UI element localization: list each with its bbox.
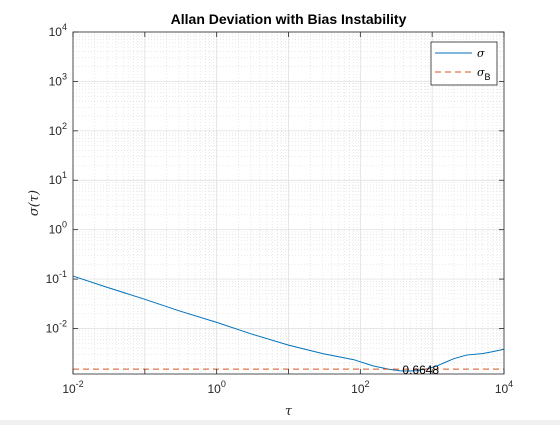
x-axis-label: τ (285, 404, 293, 419)
x-tick-label-base: 10 (351, 382, 365, 396)
legend-label-sigma-b-subscript: B (485, 72, 491, 82)
y-tick-label-base: 10 (49, 173, 63, 187)
legend-label-sigma: σ (477, 47, 485, 60)
y-tick-label-exponent: 2 (62, 121, 67, 131)
legend-label-sigma-b: σB (477, 66, 491, 82)
y-axis-label: σ(τ) (27, 190, 42, 216)
y-tick-label: 10-1 (46, 269, 67, 286)
y-tick-label-exponent: 1 (62, 170, 67, 180)
x-tick-label: 10-2 (62, 379, 83, 396)
x-tick-label-exponent: 2 (365, 379, 370, 389)
y-tick-label-exponent: 3 (62, 71, 67, 81)
x-tick-label-base: 10 (495, 382, 509, 396)
y-tick-label: 104 (49, 22, 67, 39)
y-tick-label: 101 (49, 170, 67, 187)
x-tick-label-base: 10 (62, 382, 76, 396)
y-tick-label: 10-2 (46, 318, 67, 335)
x-tick-labels: 10-2 100 102 104 (62, 379, 513, 396)
legend-label-sigma-b-main: σ (477, 66, 485, 79)
bias-instability-annotation: 0.6648 (402, 363, 439, 377)
x-tick-label-exponent: 0 (221, 379, 226, 389)
y-tick-label-base: 10 (46, 272, 60, 286)
series-line-sigma (72, 275, 505, 372)
minor-grid (73, 32, 504, 374)
y-tick-label-base: 10 (49, 25, 63, 39)
x-tick-label: 100 (207, 379, 225, 396)
y-tick-label: 102 (49, 121, 67, 138)
axes-box (72, 31, 505, 375)
y-tick-label-base: 10 (49, 74, 63, 88)
x-tick-label: 104 (495, 379, 513, 396)
y-tick-label-exponent: 0 (62, 220, 67, 230)
chart-title: Allan Deviation with Bias Instability (171, 11, 407, 27)
y-tick-label-base: 10 (46, 321, 60, 335)
x-tick-label: 102 (351, 379, 369, 396)
y-tick-label: 103 (49, 71, 67, 88)
x-tick-label-exponent: -2 (76, 379, 84, 389)
legend-box (430, 41, 498, 86)
y-tick-label-base: 10 (49, 124, 63, 138)
y-tick-label: 100 (49, 220, 67, 237)
x-tick-label-exponent: 4 (508, 379, 513, 389)
legend: σ σB (430, 41, 498, 86)
x-tick-label-base: 10 (207, 382, 221, 396)
y-tick-label-base: 10 (49, 223, 63, 237)
y-tick-label-exponent: -2 (59, 318, 67, 328)
y-tick-label-exponent: 4 (62, 22, 67, 32)
y-tick-label-exponent: -1 (59, 269, 67, 279)
